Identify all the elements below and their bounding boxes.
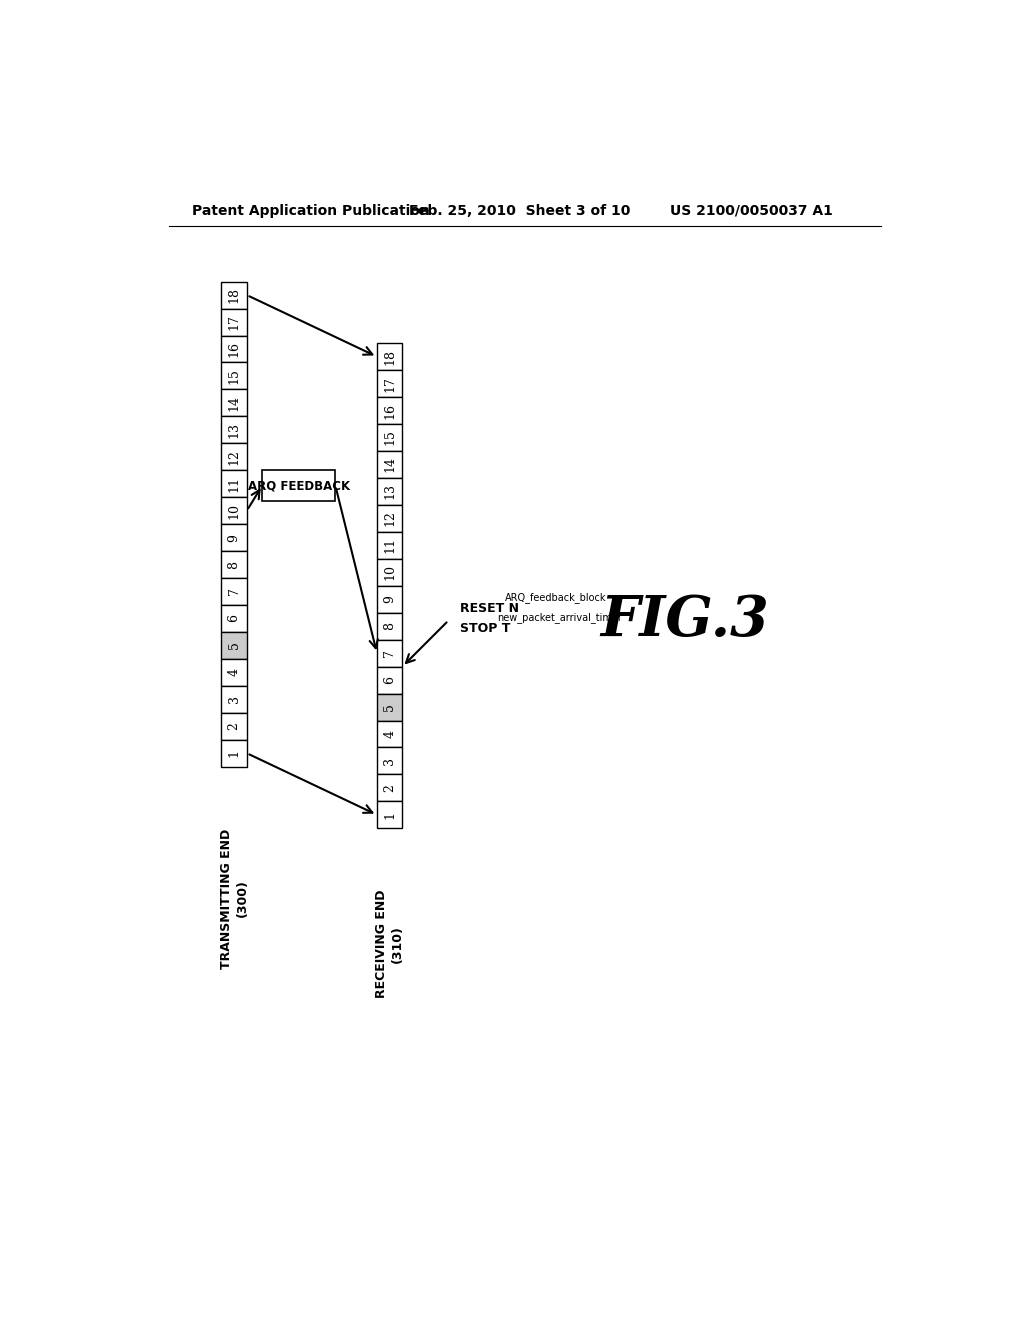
Text: 11: 11 bbox=[227, 475, 241, 492]
Text: 18: 18 bbox=[227, 286, 241, 304]
Text: 4: 4 bbox=[227, 668, 241, 676]
Bar bbox=[377, 370, 402, 397]
Bar bbox=[221, 416, 247, 444]
Text: US 2100/0050037 A1: US 2100/0050037 A1 bbox=[670, 203, 833, 218]
Bar bbox=[377, 506, 402, 532]
Bar bbox=[221, 659, 247, 686]
Text: FIG.3: FIG.3 bbox=[601, 593, 769, 648]
Text: 3: 3 bbox=[383, 756, 396, 764]
Text: 6: 6 bbox=[383, 676, 396, 684]
Text: 10: 10 bbox=[383, 564, 396, 581]
Bar bbox=[221, 281, 247, 309]
Bar bbox=[221, 605, 247, 632]
Bar bbox=[221, 632, 247, 659]
Text: 7: 7 bbox=[227, 587, 241, 595]
Bar bbox=[377, 667, 402, 693]
Text: TRANSMITTING END
(300): TRANSMITTING END (300) bbox=[219, 829, 249, 969]
Text: Patent Application Publication: Patent Application Publication bbox=[193, 203, 430, 218]
Text: 15: 15 bbox=[227, 368, 241, 384]
Text: 8: 8 bbox=[227, 561, 241, 569]
Text: Feb. 25, 2010  Sheet 3 of 10: Feb. 25, 2010 Sheet 3 of 10 bbox=[410, 203, 631, 218]
Text: RECEIVING END
(310): RECEIVING END (310) bbox=[375, 890, 404, 998]
Text: 13: 13 bbox=[383, 483, 396, 499]
Bar bbox=[377, 586, 402, 612]
Text: 5: 5 bbox=[383, 704, 396, 711]
Bar bbox=[377, 397, 402, 424]
Text: 8: 8 bbox=[383, 622, 396, 630]
Bar bbox=[221, 444, 247, 470]
Bar bbox=[221, 713, 247, 739]
Text: 17: 17 bbox=[383, 376, 396, 392]
Bar bbox=[377, 424, 402, 451]
Bar bbox=[377, 478, 402, 506]
Bar bbox=[377, 801, 402, 829]
Bar bbox=[221, 578, 247, 605]
Text: 10: 10 bbox=[227, 503, 241, 519]
Bar bbox=[221, 335, 247, 363]
Text: 1: 1 bbox=[383, 810, 396, 818]
Bar bbox=[377, 558, 402, 586]
Text: STOP T: STOP T bbox=[460, 622, 511, 635]
Text: 12: 12 bbox=[227, 449, 241, 465]
Text: 16: 16 bbox=[227, 341, 241, 356]
Bar bbox=[377, 693, 402, 721]
Text: 5: 5 bbox=[227, 642, 241, 649]
Text: 14: 14 bbox=[383, 457, 396, 473]
Text: 2: 2 bbox=[383, 784, 396, 792]
Text: 6: 6 bbox=[227, 615, 241, 623]
Bar bbox=[221, 309, 247, 335]
Bar bbox=[377, 775, 402, 801]
Text: 2: 2 bbox=[227, 722, 241, 730]
Bar bbox=[221, 389, 247, 416]
Text: 17: 17 bbox=[227, 314, 241, 330]
Bar bbox=[221, 524, 247, 552]
Bar bbox=[377, 721, 402, 747]
Text: 9: 9 bbox=[383, 595, 396, 603]
Text: 16: 16 bbox=[383, 403, 396, 418]
Bar bbox=[377, 640, 402, 667]
Text: 13: 13 bbox=[227, 422, 241, 438]
Text: 15: 15 bbox=[383, 429, 396, 445]
Text: 7: 7 bbox=[383, 649, 396, 657]
Bar bbox=[221, 363, 247, 389]
Text: 3: 3 bbox=[227, 696, 241, 704]
Text: 18: 18 bbox=[383, 348, 396, 364]
Text: 4: 4 bbox=[383, 730, 396, 738]
Bar bbox=[377, 532, 402, 558]
Bar bbox=[221, 552, 247, 578]
Text: 1: 1 bbox=[227, 750, 241, 758]
Bar bbox=[221, 470, 247, 498]
Bar bbox=[377, 747, 402, 775]
Text: RESET N: RESET N bbox=[460, 602, 519, 615]
Bar bbox=[377, 612, 402, 640]
Bar bbox=[221, 498, 247, 524]
Text: new_packet_arrival_timer: new_packet_arrival_timer bbox=[497, 611, 622, 623]
Text: ARQ_feedback_block: ARQ_feedback_block bbox=[505, 593, 606, 603]
Text: 14: 14 bbox=[227, 395, 241, 411]
Bar bbox=[377, 451, 402, 478]
Text: ARQ FEEDBACK: ARQ FEEDBACK bbox=[248, 479, 350, 492]
Bar bbox=[221, 739, 247, 767]
Bar bbox=[377, 343, 402, 370]
Bar bbox=[262, 470, 336, 502]
Text: 12: 12 bbox=[383, 511, 396, 527]
Text: 11: 11 bbox=[383, 537, 396, 553]
Bar bbox=[221, 686, 247, 713]
Text: 9: 9 bbox=[227, 533, 241, 541]
